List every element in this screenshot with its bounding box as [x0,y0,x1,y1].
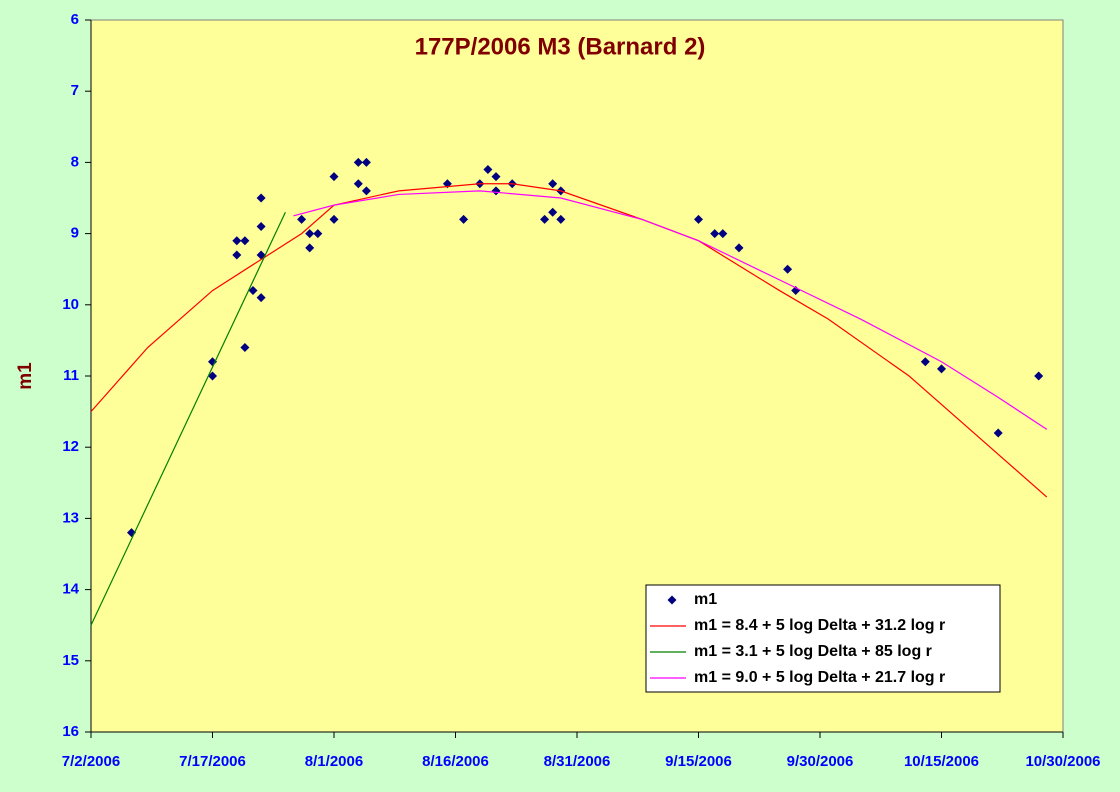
data-point [353,157,363,167]
legend-label: m1 = 9.0 + 5 log Delta + 21.7 log r [694,669,945,686]
data-point [256,221,266,231]
chart-title: 177P/2006 M3 (Barnard 2) [415,33,706,60]
data-point [361,186,371,196]
x-tick-label: 7/17/2006 [179,753,246,770]
x-tick-label: 10/15/2006 [904,753,979,770]
data-point [734,243,744,253]
data-point [305,243,315,253]
data-point [313,229,323,239]
y-tick-label: 14 [62,581,79,598]
data-point [483,165,493,175]
data-point [920,357,930,367]
x-tick-label: 10/30/2006 [1025,753,1100,770]
y-tick-label: 15 [62,652,79,669]
data-point [232,236,242,246]
y-tick-label: 10 [62,296,79,313]
data-point [208,357,217,367]
y-axis-label: m1 [15,362,36,390]
x-tick-label: 8/16/2006 [422,753,489,770]
data-point [329,172,339,182]
data-point [240,236,250,246]
data-point [548,179,558,189]
data-point [329,214,339,224]
x-tick-label: 7/2/2006 [62,753,120,770]
data-point [297,214,307,224]
fit-line [90,211,286,626]
data-point [548,207,558,217]
x-tick-label: 9/15/2006 [665,753,732,770]
data-point [491,172,501,182]
y-tick-label: 13 [62,509,79,526]
data-point [540,214,550,224]
data-point [710,229,720,239]
data-point [993,428,1003,438]
data-point [1034,371,1044,381]
x-tick-label: 8/1/2006 [305,753,363,770]
y-tick-label: 8 [71,153,79,170]
data-point [353,179,363,189]
legend-label: m1 = 3.1 + 5 log Delta + 85 log r [694,643,932,660]
legend-label: m1 = 8.4 + 5 log Delta + 31.2 log r [694,617,945,634]
y-tick-label: 12 [62,438,79,455]
y-tick-label: 16 [62,723,79,740]
data-point [305,229,315,239]
legend-marker [667,595,677,605]
data-point [718,229,728,239]
fit-line [293,190,1048,430]
y-tick-label: 7 [71,82,79,99]
y-tick-label: 6 [71,11,79,28]
data-point [937,364,946,374]
data-point [694,214,703,224]
data-point [459,214,469,224]
legend-label: m1 [694,591,717,608]
data-point [256,293,266,303]
fit-line [90,183,1048,498]
data-point [208,371,217,381]
data-point [256,250,266,260]
data-point [248,286,258,296]
legend: m1 m1 = 8.4 + 5 log Delta + 31.2 log r m1 … [645,584,1001,693]
data-point [256,193,266,203]
data-point [232,250,242,260]
y-tick-label: 9 [71,225,79,242]
data-point [240,343,250,353]
x-tick-label: 9/30/2006 [787,753,854,770]
x-tick-label: 8/31/2006 [544,753,611,770]
data-point [783,264,793,274]
data-point [361,157,371,167]
y-tick-label: 11 [63,367,79,384]
data-point [556,214,566,224]
legend-box [645,584,1001,693]
data-point [491,186,501,196]
